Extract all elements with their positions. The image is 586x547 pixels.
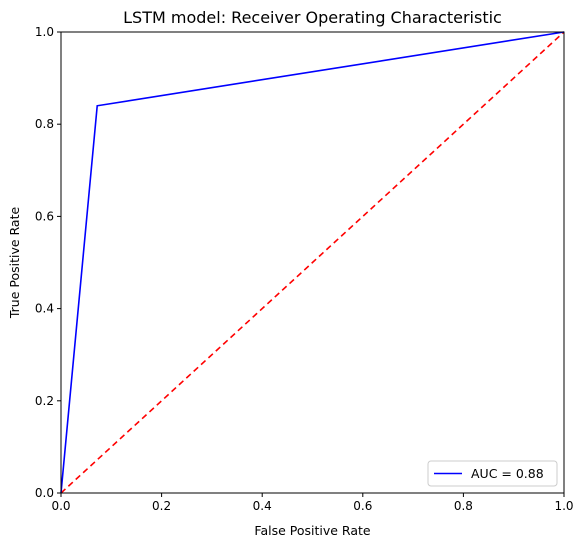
y-tick-label: 0.8 [35,117,54,131]
x-tick-label: 0.2 [152,499,171,513]
y-axis-ticks: 0.0 0.2 0.4 0.6 0.8 1.0 [35,25,61,500]
legend: AUC = 0.88 [427,460,558,487]
x-tick-label: 0.0 [51,499,70,513]
x-tick-label: 1.0 [554,499,573,513]
roc-curve-line [60,31,565,494]
x-tick-label: 0.4 [253,499,272,513]
y-tick-label: 1.0 [35,25,54,39]
y-tick-label: 0.4 [35,302,54,316]
x-axis-label: False Positive Rate [254,523,370,538]
legend-box [427,460,558,487]
y-tick-label: 0.2 [35,394,54,408]
axes-frame [60,31,565,494]
chance-diagonal-line [60,31,565,494]
x-tick-label: 0.8 [454,499,473,513]
y-axis-label: True Positive Rate [7,207,22,320]
legend-label-auc: AUC = 0.88 [471,466,544,481]
plot-area [60,31,565,494]
chart-title: LSTM model: Receiver Operating Character… [123,8,502,27]
x-tick-label: 0.6 [353,499,372,513]
x-axis-ticks: 0.0 0.2 0.4 0.6 0.8 1.0 [51,493,574,513]
y-tick-label: 0.6 [35,209,54,223]
y-tick-label: 0.0 [35,486,54,500]
series-layer [60,31,565,494]
